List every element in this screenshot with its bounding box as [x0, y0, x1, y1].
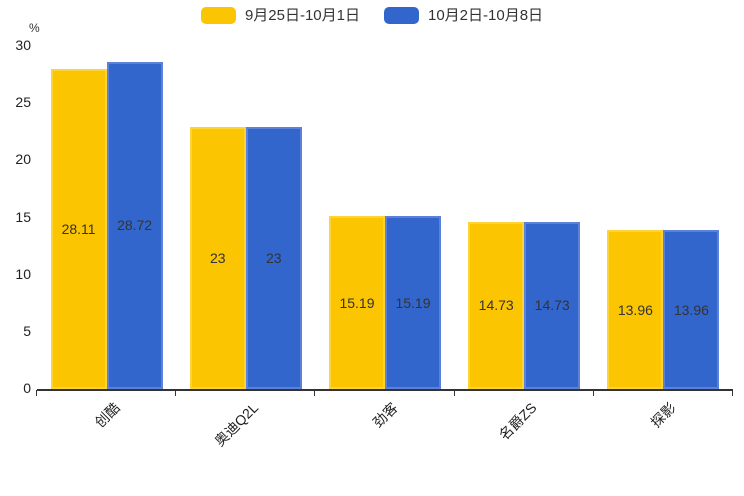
bar-series1-3[interactable]: 15.19 [329, 216, 385, 389]
bar-value-label: 23 [266, 250, 282, 266]
legend-label-week1: 9月25日-10月1日 [244, 7, 360, 24]
legend-item-week2[interactable]: 10月2日-10月8日 [384, 7, 543, 24]
bar-series1-1[interactable]: 28.11 [50, 68, 107, 389]
y-axis-tick-label: 0 [23, 380, 31, 396]
y-axis-tick-label: 10 [15, 265, 31, 282]
bar-value-label: 23 [210, 250, 226, 266]
legend-item-week1[interactable]: 9月25日-10月1日 [200, 7, 360, 24]
y-axis-tick-label: 25 [15, 94, 31, 111]
y-axis-tick-label: 5 [23, 322, 31, 339]
bar-series2-3[interactable]: 15.19 [385, 216, 441, 389]
bar-series2-4[interactable]: 14.73 [524, 221, 581, 389]
y-axis-tick-label: 15 [15, 208, 31, 225]
legend-label-week2: 10月2日-10月8日 [428, 7, 544, 24]
bar-value-label: 15.19 [395, 294, 431, 311]
bar-series1-4[interactable]: 14.73 [468, 221, 525, 389]
bar-value-label: 28.72 [117, 217, 153, 234]
bar-value-label: 15.19 [339, 294, 375, 311]
bar-value-label: 28.11 [61, 220, 96, 237]
x-axis-tick [592, 390, 594, 396]
bar-value-label: 14.73 [478, 297, 514, 314]
legend-swatch-week1 [200, 7, 236, 24]
bar-value-label: 14.73 [534, 297, 570, 314]
legend: 9月25日-10月1日 10月2日-10月8日 [0, 7, 744, 24]
x-axis-tick [36, 390, 37, 396]
x-axis-category-label: 劲客 [369, 399, 401, 431]
x-axis-tick [175, 390, 177, 396]
y-axis-unit-label: % [29, 21, 40, 35]
bar-series1-2[interactable]: 23 [189, 127, 246, 389]
x-axis-tick [314, 390, 316, 396]
x-axis-category-label: 奥迪Q2L [211, 399, 262, 450]
bar-series2-5[interactable]: 13.96 [663, 230, 720, 389]
bar-series1-5[interactable]: 13.96 [607, 230, 664, 389]
x-axis-line [37, 389, 733, 391]
y-axis-tick-label: 30 [15, 37, 31, 53]
bar-series2-1[interactable]: 28.72 [106, 61, 163, 389]
legend-swatch-week2 [384, 7, 419, 24]
x-axis-category-label: 创酷 [91, 399, 123, 431]
bar-series2-2[interactable]: 23 [245, 127, 302, 389]
x-axis-category-label: 名爵ZS [496, 399, 540, 444]
bar-value-label: 13.96 [617, 301, 653, 318]
x-axis-category-label: 探影 [648, 399, 680, 431]
x-axis-tick [453, 390, 455, 396]
x-axis-tick [732, 390, 733, 396]
y-axis-tick-label: 20 [15, 151, 31, 168]
bar-value-label: 13.96 [673, 301, 709, 318]
